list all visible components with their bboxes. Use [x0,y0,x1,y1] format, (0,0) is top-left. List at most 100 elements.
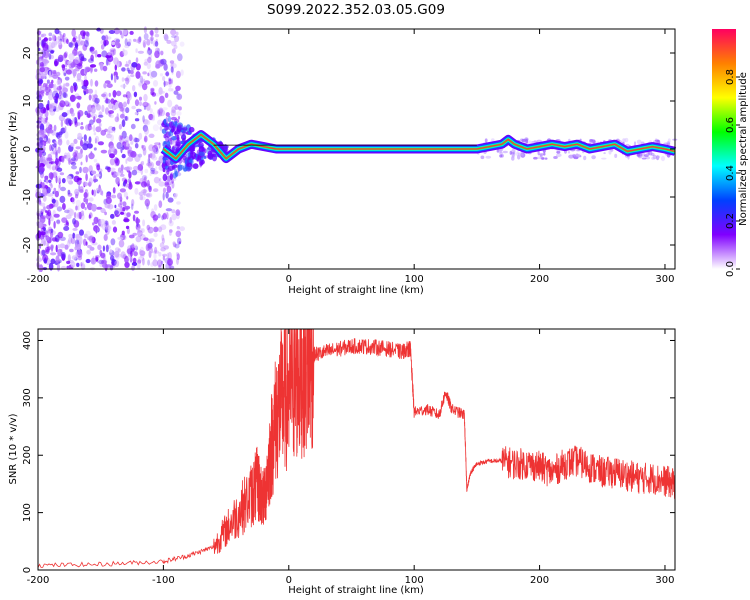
spectrogram-speckle [110,238,116,246]
spectrogram-speckle [52,150,57,155]
spectrogram-speckle [82,32,86,37]
spectrogram-speckle [162,157,169,161]
spectrogram-speckle [152,80,159,87]
spectrogram-speckle [163,80,166,88]
spectrogram-speckle [56,219,61,224]
spectrogram-speckle [130,141,134,145]
spectrogram-speckle [105,55,112,59]
spectrogram-speckle [93,216,99,225]
spectrogram-speckle [142,124,148,132]
spectrogram-speckle [82,181,89,187]
x-tick-label: 300 [655,274,674,285]
spectrogram-speckle [143,26,147,34]
y-tick-label: 10 [22,95,33,108]
spectrogram-speckle [76,249,83,258]
spectrogram-speckle [178,106,182,111]
spectrogram-speckle [51,90,59,99]
spectrogram-speckle [85,154,88,163]
spectrogram-speckle [150,228,155,232]
spectrogram-speckle [104,128,108,132]
spectrogram-speckle [135,218,141,224]
spectrogram-speckle [159,125,163,131]
spectrogram-speckle [54,190,59,198]
spectrogram-speckle [113,57,119,65]
spectrogram-speckle [56,219,61,225]
spectrogram-speckle [158,181,165,187]
spectrogram-speckle [135,48,138,53]
spectrogram-speckle [101,50,108,58]
spectrogram-speckle [66,265,69,269]
spectrogram-speckle [138,191,145,197]
spectrogram-speckle [124,261,130,268]
spectrogram-speckle [118,203,122,208]
spectrogram-speckle [57,187,61,193]
spectrogram-speckle [177,53,183,62]
spectrogram-speckle [170,40,177,47]
spectrogram-speckle [553,156,558,159]
spectrogram-speckle [40,202,46,207]
spectrogram-speckle [73,117,78,124]
spectrogram-speckle [59,195,66,203]
spectrogram-speckle [56,86,62,91]
spectrogram-speckle [122,181,126,187]
x-tick-label: 100 [405,274,424,285]
spectrogram-speckle [137,37,142,44]
spectrogram-speckle [73,138,78,144]
spectrogram-speckle [167,99,173,108]
spectrogram-speckle [170,78,174,85]
spectrogram-speckle [93,116,96,123]
spectrogram-speckle [114,64,118,71]
spectrogram-speckle [57,146,61,154]
spectrogram-speckle [154,92,161,97]
spectrogram-speckle [108,103,114,109]
spectrogram-speckle [125,158,128,164]
spectrogram-speckle [103,234,108,241]
spectrogram-speckle [36,255,41,262]
spectrogram-speckle [517,152,524,156]
spectrogram-speckle [129,255,133,263]
spectrogram-speckle [167,258,173,266]
spectrogram-speckle [107,130,111,135]
spectrogram-speckle [152,170,159,175]
spectrogram-speckle [80,263,86,270]
spectrogram-speckle [57,175,62,183]
spectrogram-speckle [140,167,144,175]
spectrogram-speckle [76,63,83,70]
spectrogram-speckle [110,134,114,142]
spectrogram-speckle [67,254,71,262]
spectrogram-speckle [49,102,55,111]
spectrogram-speckle [89,119,94,125]
spectrogram-speckle [139,101,142,107]
spectrogram-speckle [142,147,147,156]
spectrogram-speckle [153,188,159,193]
spectrogram-speckle [66,260,71,265]
spectrogram-speckle [39,243,42,249]
spectrogram-speckle [169,229,173,233]
spectrogram-speckle [68,42,73,48]
spectrogram-speckle [126,98,130,105]
spectrogram-speckle [131,261,138,267]
spectrogram-speckle [72,232,76,239]
spectrogram-speckle [142,119,149,125]
spectrogram-speckle [120,164,124,171]
spectrogram-speckle [142,101,149,108]
spectrogram-speckle [93,158,98,163]
spectrogram-speckle [75,95,82,100]
spectrogram-speckle [38,102,44,110]
spectrogram-speckle [131,169,138,176]
spectrogram-speckle [603,152,606,155]
spectrogram-speckle [521,138,527,143]
spectrogram-speckle [68,53,75,61]
spectrogram-speckle [102,39,109,46]
spectrogram-speckle [154,33,160,38]
spectrogram-speckle [169,230,172,236]
spectrogram-speckle [111,194,117,199]
spectrogram-speckle [79,229,84,236]
spectrogram-speckle [151,147,157,156]
spectrogram-speckle [141,77,144,85]
spectrogram-speckle [583,155,587,161]
spectrogram-speckle [46,157,53,162]
spectrogram-speckle [119,196,123,202]
spectrogram-speckle [48,226,52,232]
